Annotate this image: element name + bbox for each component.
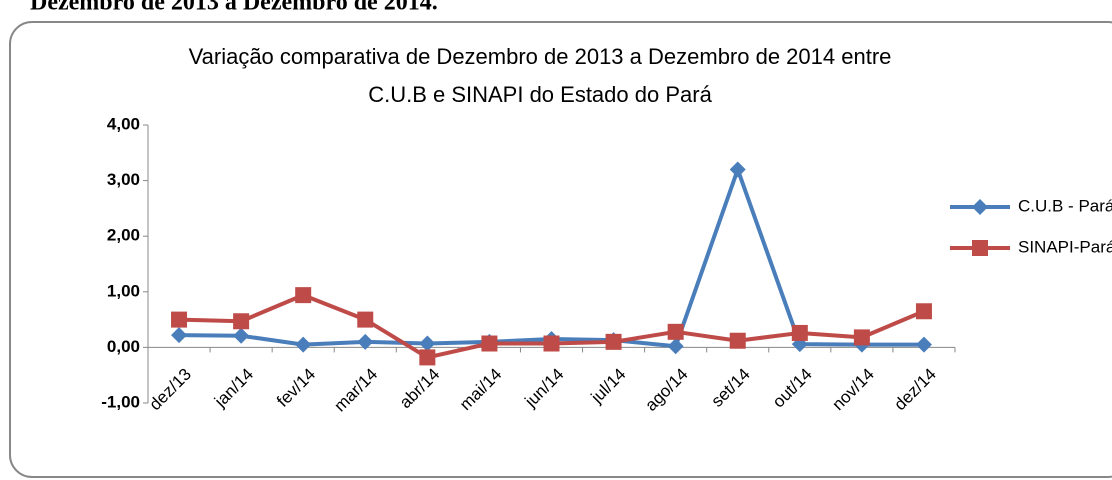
chart-border bbox=[9, 21, 1112, 478]
y-tick-label: 3,00 bbox=[107, 170, 140, 189]
marker bbox=[667, 323, 684, 340]
y-tick-label: 2,00 bbox=[107, 226, 140, 245]
marker bbox=[481, 335, 498, 352]
marker bbox=[972, 199, 988, 215]
marker bbox=[667, 338, 684, 355]
marker bbox=[729, 332, 746, 349]
legend-label: C.U.B - Pará bbox=[1018, 196, 1112, 215]
marker bbox=[357, 311, 374, 328]
marker bbox=[791, 324, 808, 341]
y-tick-label: -1,00 bbox=[101, 392, 140, 411]
marker bbox=[233, 327, 250, 344]
marker bbox=[295, 336, 312, 353]
marker bbox=[729, 161, 746, 178]
marker bbox=[419, 335, 436, 352]
marker bbox=[171, 311, 188, 328]
marker bbox=[419, 349, 436, 366]
marker bbox=[295, 287, 312, 304]
chart-title: Variação comparativa de Dezembro de 2013… bbox=[189, 44, 892, 69]
marker bbox=[233, 313, 250, 330]
marker bbox=[972, 240, 988, 256]
marker bbox=[543, 335, 560, 352]
y-tick-label: 1,00 bbox=[107, 281, 140, 300]
y-tick-label: 0,00 bbox=[107, 337, 140, 356]
marker bbox=[915, 336, 932, 353]
legend-label: SINAPI-Pará bbox=[1018, 237, 1112, 256]
marker bbox=[915, 303, 932, 320]
caption: Dezembro de 2013 a Dezembro de 2014. bbox=[30, 0, 438, 16]
y-tick-label: 4,00 bbox=[107, 114, 140, 133]
marker bbox=[357, 333, 374, 350]
marker bbox=[853, 329, 870, 346]
marker bbox=[171, 327, 188, 344]
chart-title: C.U.B e SINAPI do Estado do Pará bbox=[368, 82, 712, 107]
marker bbox=[605, 333, 622, 350]
